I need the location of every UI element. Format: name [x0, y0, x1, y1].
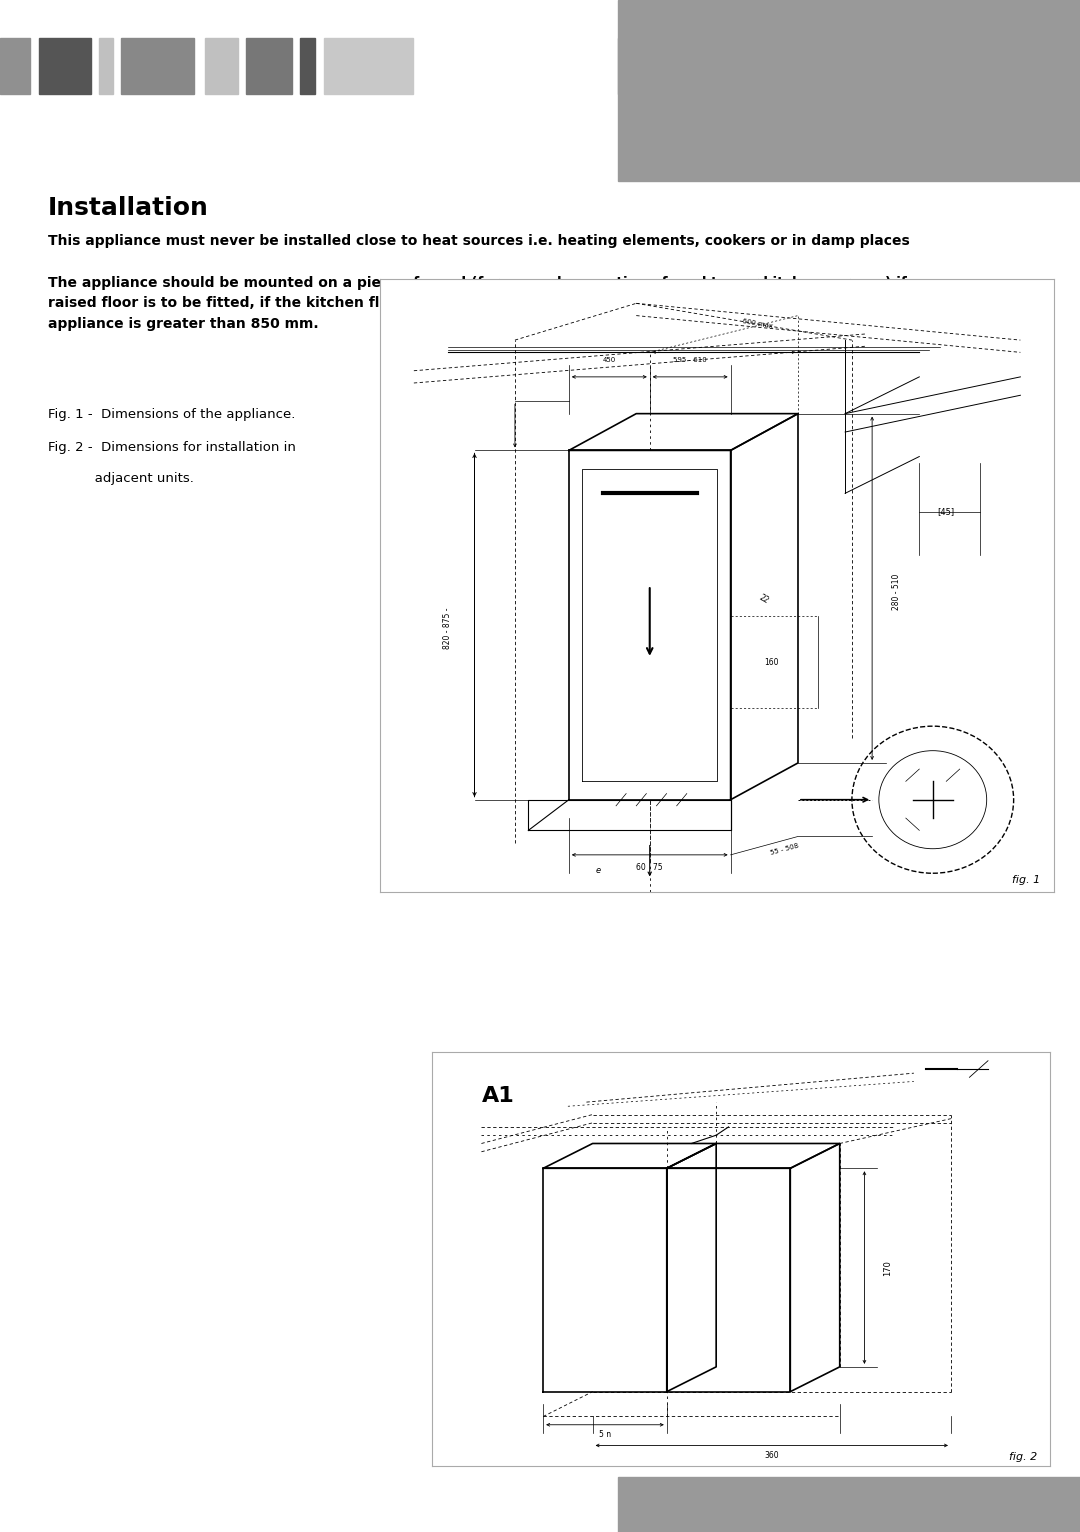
Bar [246, 38, 292, 95]
Text: Installation: Installation [48, 196, 208, 221]
Text: Fig. 1 -  Dimensions of the appliance.: Fig. 1 - Dimensions of the appliance. [48, 408, 295, 420]
Bar [300, 38, 315, 95]
Text: [45]: [45] [937, 507, 955, 516]
Text: 600 max: 600 max [742, 317, 773, 329]
Text: fig. 2: fig. 2 [1009, 1452, 1038, 1462]
Bar [0, 38, 30, 95]
Text: 450: 450 [603, 357, 616, 363]
Bar [39, 38, 91, 95]
Text: Fig. 2 -  Dimensions for installation in: Fig. 2 - Dimensions for installation in [48, 441, 296, 453]
Text: 5 n: 5 n [599, 1431, 611, 1439]
Bar [618, 38, 1080, 95]
Text: e: e [596, 866, 600, 875]
Text: The appliance should be mounted on a piece of wood (for example a section of wor: The appliance should be mounted on a pie… [48, 276, 921, 331]
Text: 360: 360 [765, 1451, 779, 1460]
Text: adjacent units.: adjacent units. [48, 472, 193, 484]
Bar [99, 38, 113, 95]
Text: 60   75: 60 75 [636, 863, 663, 872]
Bar [324, 38, 413, 95]
Bar [121, 38, 194, 95]
Text: 22: 22 [758, 593, 771, 605]
Text: fig. 1: fig. 1 [1012, 875, 1041, 885]
Text: A1: A1 [482, 1086, 514, 1106]
Text: 820 - 875 -: 820 - 875 - [443, 607, 453, 650]
Bar [618, 0, 1080, 181]
Text: 55 - 508: 55 - 508 [770, 843, 799, 856]
Bar [618, 1477, 1080, 1532]
Text: 595 - 610: 595 - 610 [673, 357, 707, 363]
Text: This appliance must never be installed close to heat sources i.e. heating elemen: This appliance must never be installed c… [48, 234, 909, 248]
Text: 170: 170 [883, 1259, 892, 1276]
Bar [205, 38, 238, 95]
Text: 280 - 510: 280 - 510 [892, 573, 902, 610]
Text: 160: 160 [764, 657, 779, 666]
